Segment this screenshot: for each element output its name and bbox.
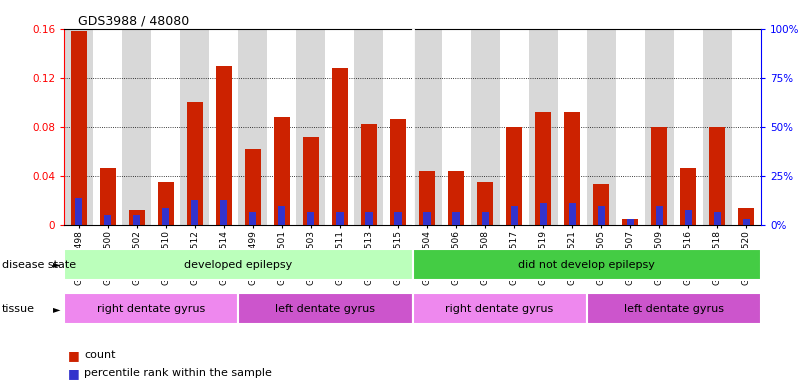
Bar (75, 198, 83, 225)
Bar (441, 29, 470, 225)
Bar (506, 127, 522, 225)
Bar (743, 218, 750, 225)
Bar (209, 29, 238, 225)
Text: did not develop epilepsy: did not develop epilepsy (518, 260, 655, 270)
Bar (394, 212, 401, 225)
Bar (569, 203, 576, 225)
Bar (268, 29, 296, 225)
Bar (674, 29, 703, 225)
Bar (510, 206, 517, 225)
Bar (180, 29, 209, 225)
Bar (129, 210, 145, 225)
Text: left dentate gyrus: left dentate gyrus (624, 304, 724, 314)
Bar (390, 119, 406, 225)
Bar (365, 212, 372, 225)
Bar (732, 29, 761, 225)
Bar (278, 206, 285, 225)
Bar (70, 31, 87, 225)
Bar (564, 112, 580, 225)
Bar (133, 215, 140, 225)
Bar (238, 29, 268, 225)
Bar (448, 171, 464, 225)
Text: ■: ■ (68, 367, 80, 380)
Text: developed epilepsy: developed epilepsy (184, 260, 292, 270)
Bar (481, 212, 489, 225)
Bar (151, 29, 180, 225)
Bar (710, 127, 726, 225)
Bar (274, 117, 290, 225)
Bar (336, 212, 344, 225)
Text: GDS3988 / 48080: GDS3988 / 48080 (78, 15, 189, 28)
Bar (477, 182, 493, 225)
Bar (245, 149, 261, 225)
Bar (626, 218, 634, 225)
Bar (419, 171, 435, 225)
Bar (361, 124, 377, 225)
Bar (685, 210, 692, 225)
Text: left dentate gyrus: left dentate gyrus (276, 304, 376, 314)
Bar (303, 137, 319, 225)
Bar (187, 102, 203, 225)
Text: tissue: tissue (2, 304, 34, 314)
Bar (645, 29, 674, 225)
Text: ■: ■ (68, 349, 80, 362)
Bar (622, 218, 638, 225)
Bar (296, 29, 325, 225)
Bar (714, 212, 721, 225)
Bar (535, 112, 551, 225)
Bar (238, 293, 413, 324)
Bar (354, 29, 384, 225)
Bar (586, 293, 761, 324)
Bar (651, 127, 667, 225)
Text: count: count (84, 350, 115, 360)
Bar (191, 200, 199, 225)
Bar (413, 293, 586, 324)
Bar (500, 29, 529, 225)
Bar (215, 66, 231, 225)
Bar (453, 212, 460, 225)
Bar (540, 203, 547, 225)
Bar (162, 207, 169, 225)
Bar (158, 182, 174, 225)
Bar (616, 29, 645, 225)
Text: disease state: disease state (2, 260, 76, 270)
Bar (122, 29, 151, 225)
Bar (308, 212, 315, 225)
Bar (594, 184, 610, 225)
Bar (64, 249, 413, 280)
Bar (557, 29, 586, 225)
Bar (470, 29, 500, 225)
Bar (64, 29, 93, 225)
Text: right dentate gyrus: right dentate gyrus (97, 304, 205, 314)
Bar (586, 29, 616, 225)
Bar (656, 206, 663, 225)
Bar (220, 200, 227, 225)
Bar (64, 293, 238, 324)
Text: right dentate gyrus: right dentate gyrus (445, 304, 553, 314)
Text: ►: ► (54, 304, 61, 314)
Bar (104, 215, 111, 225)
Bar (529, 29, 557, 225)
Bar (93, 29, 122, 225)
Bar (413, 249, 761, 280)
Bar (702, 29, 732, 225)
Bar (99, 168, 115, 225)
Text: percentile rank within the sample: percentile rank within the sample (84, 368, 272, 378)
Bar (413, 29, 441, 225)
Bar (249, 212, 256, 225)
Bar (424, 212, 431, 225)
Bar (598, 206, 605, 225)
Bar (680, 168, 696, 225)
Bar (739, 207, 755, 225)
Bar (384, 29, 413, 225)
Bar (325, 29, 354, 225)
Text: ►: ► (54, 260, 61, 270)
Bar (332, 68, 348, 225)
